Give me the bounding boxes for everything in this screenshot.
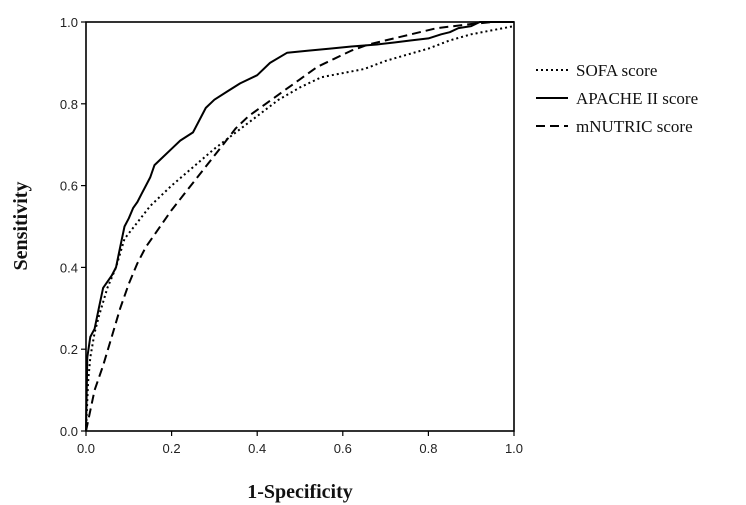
y-tick-label: 0.8 [60, 97, 78, 112]
x-tick-label: 1.0 [505, 441, 523, 456]
x-axis-ticks: 0.0 0.2 0.4 0.6 0.8 1.0 [77, 431, 523, 456]
x-axis-title: 1-Specificity [247, 481, 353, 503]
y-tick-label: 0.0 [60, 424, 78, 439]
legend-label-apache: APACHE II score [576, 89, 698, 108]
series-line-sofa-score [85, 25, 515, 432]
plot-frame [85, 21, 515, 432]
y-tick-label: 0.6 [60, 179, 78, 194]
x-tick-label: 0.0 [77, 441, 95, 456]
x-tick-label: 0.6 [334, 441, 352, 456]
legend-label-mnutric: mNUTRIC score [576, 117, 693, 136]
series-line-apache-ii-score [85, 21, 514, 432]
y-tick-label: 1.0 [60, 15, 78, 30]
x-tick-label: 0.8 [419, 441, 437, 456]
series-lines [85, 21, 515, 432]
series-line-mnutric-score [85, 21, 514, 432]
y-tick-label: 0.4 [60, 260, 78, 275]
x-tick-label: 0.4 [248, 441, 266, 456]
x-tick-label: 0.2 [163, 441, 181, 456]
y-axis-title: Sensitivity [10, 182, 32, 271]
y-axis-ticks: 0.0 0.2 0.4 0.6 0.8 1.0 [60, 15, 86, 439]
legend-label-sofa: SOFA score [576, 61, 657, 80]
y-tick-label: 0.2 [60, 342, 78, 357]
legend: SOFA score APACHE II score mNUTRIC score [536, 61, 698, 136]
